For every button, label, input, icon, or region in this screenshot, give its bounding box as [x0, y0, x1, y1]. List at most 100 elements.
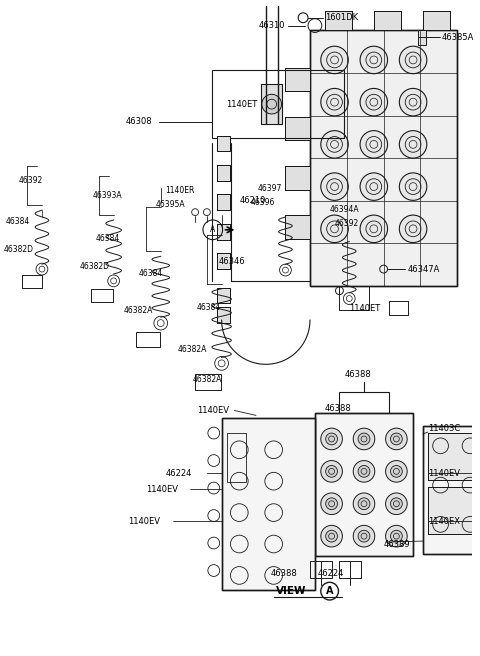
Bar — [374, 11, 401, 30]
Bar — [324, 11, 352, 30]
Bar — [216, 224, 230, 239]
Bar — [216, 288, 230, 304]
Text: 46347A: 46347A — [407, 264, 440, 274]
Bar — [216, 253, 230, 269]
Bar — [286, 117, 310, 140]
Text: 46392: 46392 — [18, 176, 43, 185]
Text: VIEW: VIEW — [276, 586, 306, 596]
Text: 1140EV: 1140EV — [146, 485, 178, 493]
Text: 1140ET: 1140ET — [227, 100, 258, 109]
Bar — [339, 286, 369, 310]
Text: 46392: 46392 — [335, 219, 359, 228]
Bar — [216, 136, 230, 152]
Circle shape — [321, 46, 348, 73]
Circle shape — [321, 173, 348, 200]
Circle shape — [353, 493, 375, 514]
Circle shape — [321, 461, 342, 482]
Bar — [286, 166, 310, 190]
Bar — [286, 215, 310, 239]
Circle shape — [326, 466, 337, 478]
Bar — [388, 300, 408, 316]
Bar — [428, 433, 480, 480]
Circle shape — [326, 498, 337, 510]
Bar — [216, 308, 230, 323]
Text: 46384: 46384 — [96, 234, 120, 243]
Circle shape — [321, 131, 348, 158]
Text: 1140ER: 1140ER — [166, 186, 195, 195]
Circle shape — [360, 215, 387, 243]
Text: 46395A: 46395A — [156, 200, 185, 209]
Text: 46382A: 46382A — [192, 375, 222, 384]
Text: 46224: 46224 — [318, 569, 344, 578]
Bar — [324, 11, 352, 30]
Text: 46384: 46384 — [138, 268, 162, 277]
Bar — [216, 308, 230, 323]
Circle shape — [391, 530, 402, 542]
Circle shape — [326, 433, 337, 445]
Bar — [418, 30, 426, 45]
Circle shape — [360, 46, 387, 73]
Bar — [423, 426, 480, 554]
Circle shape — [321, 89, 348, 116]
Bar — [315, 413, 413, 556]
Text: 1140ET: 1140ET — [349, 304, 381, 313]
Circle shape — [321, 493, 342, 514]
Bar — [310, 30, 457, 286]
Text: 46397: 46397 — [258, 184, 282, 193]
Circle shape — [399, 173, 427, 200]
Bar — [216, 194, 230, 210]
Circle shape — [360, 89, 387, 116]
Bar — [216, 288, 230, 304]
Text: 46382A: 46382A — [178, 345, 207, 354]
Text: 46393A: 46393A — [93, 191, 122, 200]
Text: 46382D: 46382D — [79, 262, 109, 271]
Text: 11403C: 11403C — [428, 424, 460, 433]
Circle shape — [360, 173, 387, 200]
Bar — [216, 253, 230, 269]
Text: 46210: 46210 — [240, 196, 265, 205]
Text: 1140EV: 1140EV — [197, 406, 229, 415]
Bar — [216, 194, 230, 210]
Bar — [286, 166, 310, 190]
Bar — [222, 419, 315, 590]
Circle shape — [353, 525, 375, 547]
Bar — [22, 275, 42, 288]
Bar — [423, 426, 480, 554]
Text: 46346: 46346 — [219, 256, 245, 266]
Circle shape — [385, 428, 407, 450]
Circle shape — [358, 530, 370, 542]
Text: 1140EV: 1140EV — [428, 469, 460, 478]
Bar — [216, 165, 230, 180]
Bar — [216, 165, 230, 180]
Circle shape — [358, 433, 370, 445]
Bar — [374, 11, 401, 30]
Bar — [428, 487, 480, 534]
Bar — [286, 68, 310, 91]
Text: 46308: 46308 — [125, 117, 152, 127]
Bar — [339, 561, 361, 579]
Circle shape — [399, 215, 427, 243]
Text: 1140EX: 1140EX — [428, 517, 460, 526]
Circle shape — [321, 215, 348, 243]
Circle shape — [353, 461, 375, 482]
Text: 46388: 46388 — [324, 404, 351, 413]
Bar — [136, 332, 160, 346]
Circle shape — [385, 493, 407, 514]
Text: 46384: 46384 — [6, 217, 30, 226]
Text: 46389: 46389 — [384, 539, 410, 548]
Text: 46396: 46396 — [251, 198, 276, 207]
Text: 46310: 46310 — [259, 21, 286, 30]
Text: 46388: 46388 — [344, 369, 371, 379]
Bar — [286, 68, 310, 91]
Circle shape — [385, 461, 407, 482]
Bar — [286, 117, 310, 140]
Bar — [423, 11, 450, 30]
Bar — [261, 85, 283, 124]
Circle shape — [391, 433, 402, 445]
Text: 46382D: 46382D — [4, 245, 34, 254]
Text: 46382A: 46382A — [123, 306, 153, 315]
Circle shape — [262, 94, 281, 114]
Circle shape — [399, 131, 427, 158]
Circle shape — [399, 89, 427, 116]
Text: 46388: 46388 — [271, 569, 298, 578]
